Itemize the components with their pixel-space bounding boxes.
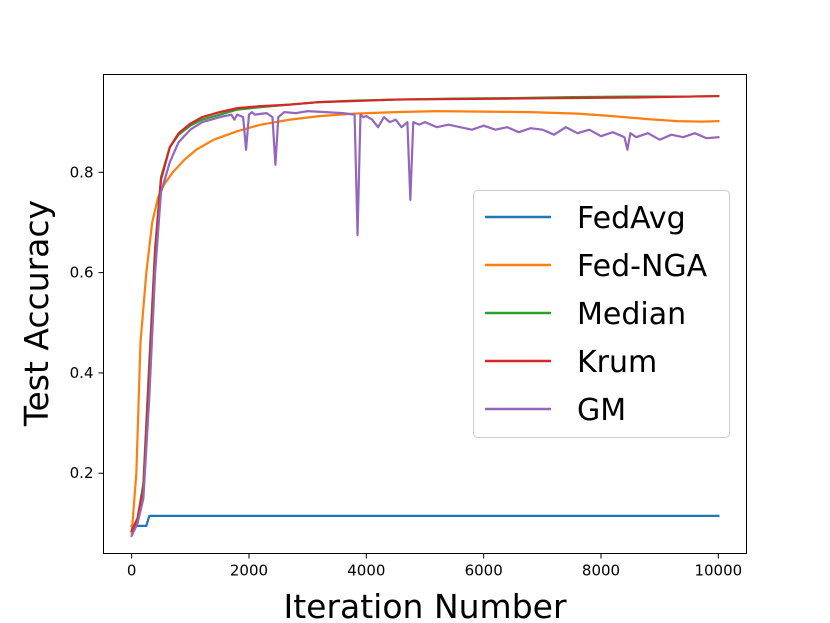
- series-line-fed-nga: [130, 110, 720, 535]
- y-tick-label: 0.6: [70, 264, 94, 282]
- legend-label: Fed-NGA: [577, 249, 708, 284]
- legend-label: FedAvg: [577, 201, 686, 236]
- legend-box: [473, 190, 730, 438]
- plot-lines: [130, 94, 720, 538]
- y-tick-label: 0.2: [70, 464, 94, 482]
- x-tick-label: 6000: [465, 562, 503, 580]
- x-tick-label: 2000: [230, 562, 268, 580]
- x-tick-label: 4000: [347, 562, 385, 580]
- y-ticks: 0.2 0.4 0.6 0.8: [70, 163, 104, 482]
- legend-label: Median: [577, 297, 686, 332]
- x-ticks: 0 2000 4000 6000 8000 10000: [127, 553, 742, 580]
- x-axis-label: Iteration Number: [283, 587, 566, 623]
- y-axis-label: Test Accuracy: [17, 200, 56, 427]
- x-tick-label: 8000: [582, 562, 620, 580]
- plot-frame: [103, 74, 747, 554]
- legend-label: Krum: [577, 345, 657, 380]
- legend: FedAvg Fed-NGA Median Krum GM: [473, 190, 730, 438]
- x-tick-label: 0: [127, 562, 137, 580]
- y-tick-label: 0.4: [70, 364, 94, 382]
- series-line-gm: [130, 110, 720, 538]
- series-line-fedavg: [130, 514, 720, 528]
- y-tick-label: 0.8: [70, 163, 94, 181]
- legend-entries: FedAvg Fed-NGA Median Krum GM: [485, 201, 708, 428]
- x-tick-label: 10000: [694, 562, 742, 580]
- legend-label: GM: [577, 393, 626, 428]
